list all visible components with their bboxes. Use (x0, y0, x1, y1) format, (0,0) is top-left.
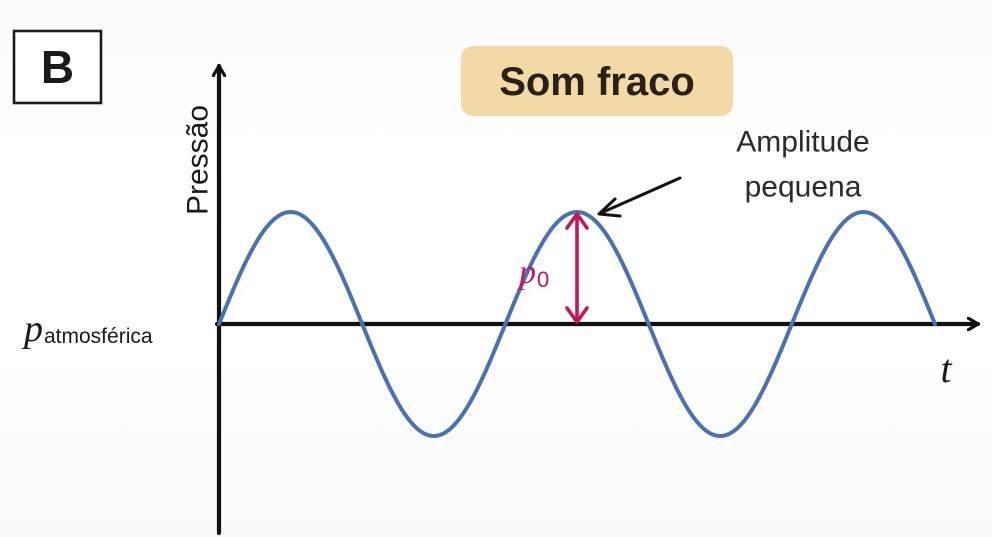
amplitude-marker (565, 212, 589, 324)
annotation-line-2: pequena (745, 171, 862, 204)
annotation-line-1: Amplitude (736, 126, 869, 159)
amplitude-arrow-top-head (565, 212, 589, 230)
title-badge (461, 46, 733, 116)
panel-label: B (12, 29, 103, 105)
x-axis-label: t (940, 346, 952, 391)
annotation-pointer-line (599, 176, 682, 215)
amplitude-arrow-bottom-head (565, 306, 589, 324)
axes (217, 63, 981, 536)
annotation-pointer-head (597, 197, 622, 218)
baseline-label: patmosférica (21, 308, 153, 350)
amplitude-label-main: p (517, 254, 536, 291)
amplitude-label-subscript: 0 (537, 267, 549, 292)
title-text: Som fraco (499, 60, 695, 104)
amplitude-annotation: Amplitude pequena (597, 126, 870, 218)
amplitude-label: p0 (517, 254, 549, 292)
chart-title: Som fraco (461, 46, 733, 116)
baseline-label-main: p (21, 308, 43, 350)
baseline-label-subscript: atmosférica (44, 325, 153, 348)
wave-series-line (217, 210, 937, 438)
panel-label-text: B (41, 41, 74, 93)
y-axis-label: Pressão (182, 105, 215, 215)
